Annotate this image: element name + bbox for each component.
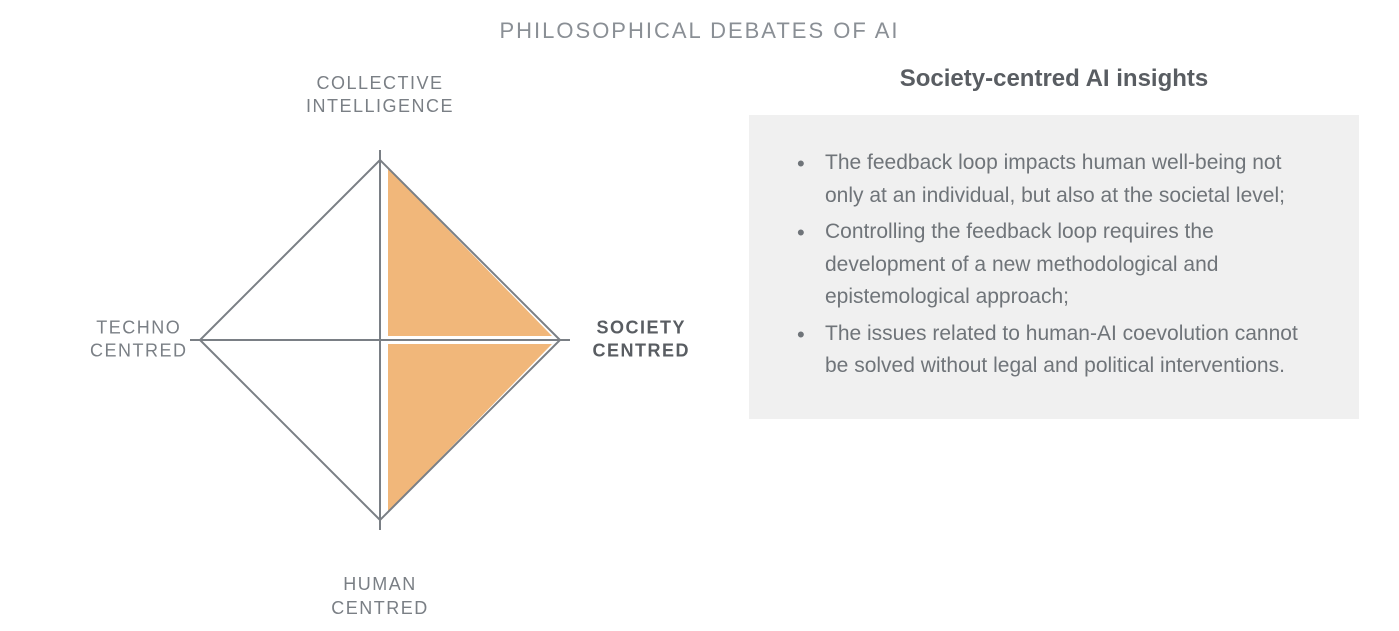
axis-label-right-line2: CENTRED xyxy=(592,341,690,361)
axis-label-bottom-line1: HUMAN xyxy=(343,574,417,594)
list-item: Controlling the feedback loop requires t… xyxy=(789,216,1323,314)
axis-label-left: TECHNO CENTRED xyxy=(90,317,188,364)
axis-label-bottom-line2: CENTRED xyxy=(331,598,429,618)
insights-title: Society-centred AI insights xyxy=(749,65,1359,93)
insights-box: The feedback loop impacts human well-bei… xyxy=(749,115,1359,419)
axis-label-bottom: HUMAN CENTRED xyxy=(331,573,429,620)
insights-panel: Society-centred AI insights The feedback… xyxy=(749,65,1359,419)
list-item: The issues related to human-AI coevoluti… xyxy=(789,318,1323,383)
axis-label-top: COLLECTIVE INTELLIGENCE xyxy=(306,72,454,119)
axis-label-left-line2: CENTRED xyxy=(90,341,188,361)
axis-label-top-line2: INTELLIGENCE xyxy=(306,96,454,116)
list-item: The feedback loop impacts human well-bei… xyxy=(789,147,1323,212)
page-title: PHILOSOPHICAL DEBATES OF AI xyxy=(0,18,1399,44)
axis-label-right: SOCIETY CENTRED xyxy=(592,317,690,364)
insights-list: The feedback loop impacts human well-bei… xyxy=(789,147,1323,383)
axis-label-left-line1: TECHNO xyxy=(96,318,181,338)
quadrant-diagram: COLLECTIVE INTELLIGENCE SOCIETY CENTRED … xyxy=(100,60,660,620)
axis-label-top-line1: COLLECTIVE xyxy=(316,73,443,93)
axis-label-right-line1: SOCIETY xyxy=(596,318,686,338)
